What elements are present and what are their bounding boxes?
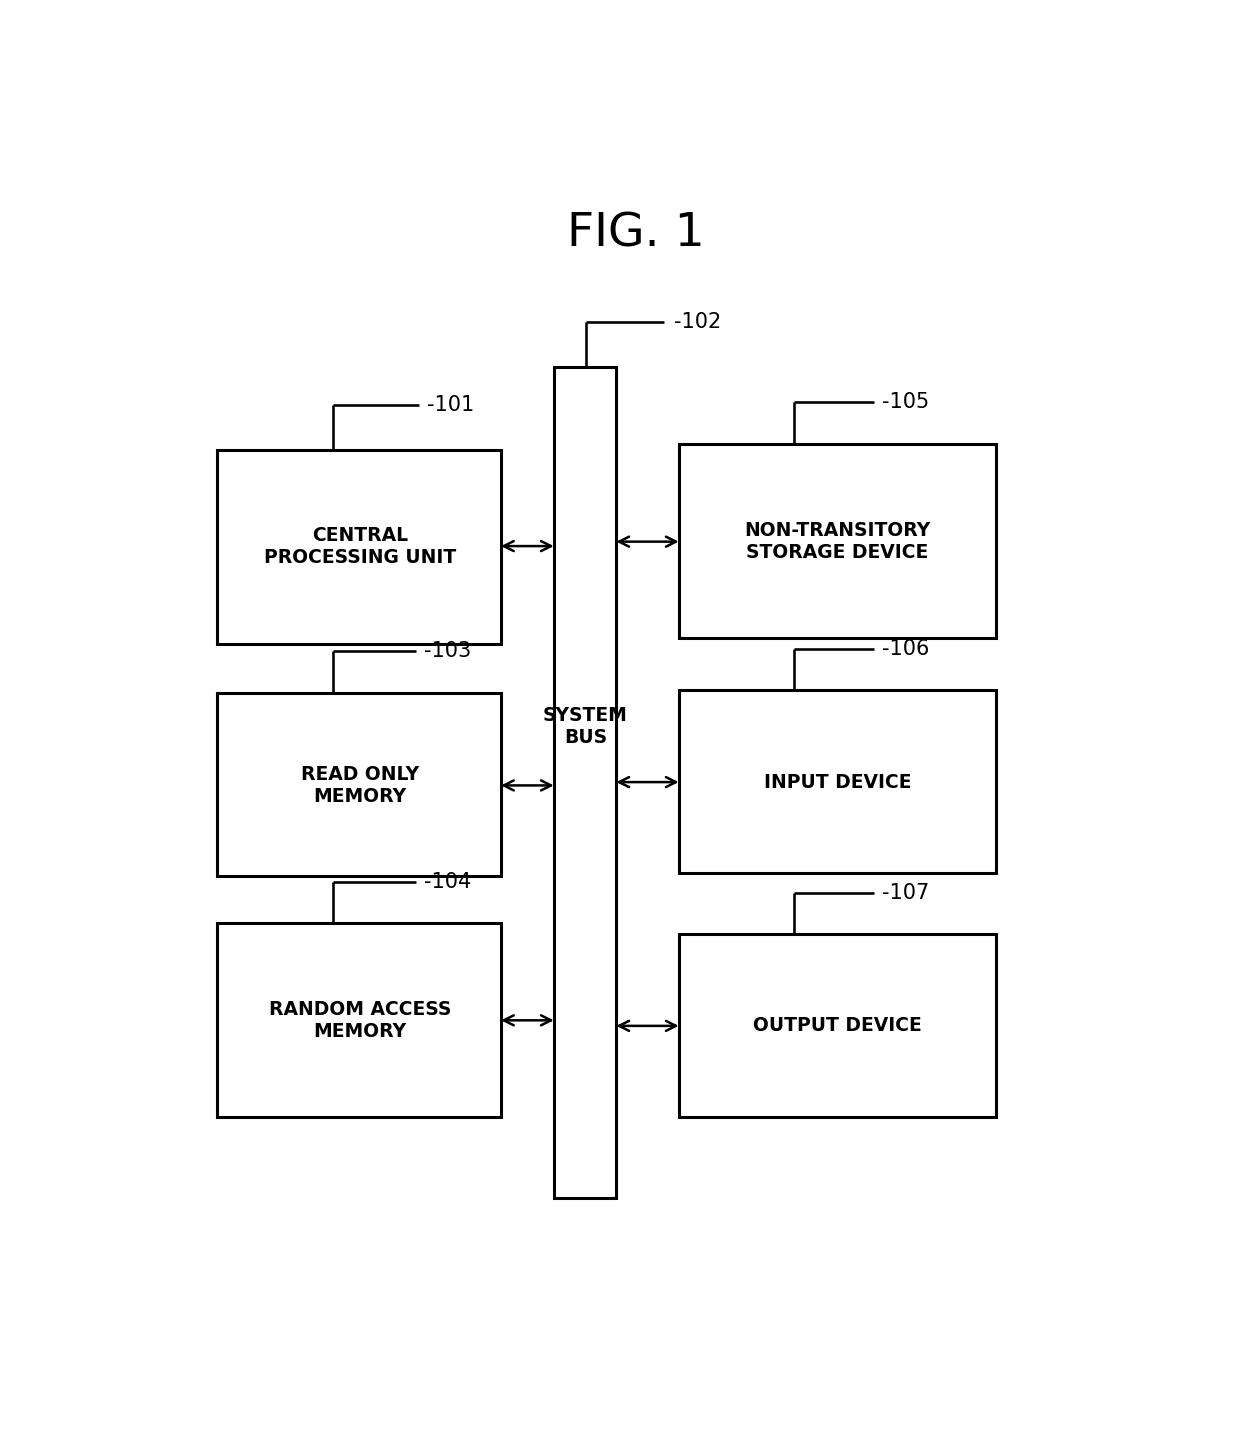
- Text: -104: -104: [424, 872, 471, 892]
- Text: FIG. 1: FIG. 1: [567, 212, 704, 256]
- Bar: [554, 367, 616, 1197]
- Text: RANDOM ACCESS
MEMORY: RANDOM ACCESS MEMORY: [269, 1000, 451, 1040]
- Text: READ ONLY
MEMORY: READ ONLY MEMORY: [300, 766, 419, 806]
- Text: NON-TRANSITORY
STORAGE DEVICE: NON-TRANSITORY STORAGE DEVICE: [744, 521, 930, 563]
- Text: -103: -103: [424, 642, 471, 662]
- Text: CENTRAL
PROCESSING UNIT: CENTRAL PROCESSING UNIT: [264, 525, 456, 567]
- Bar: [217, 922, 501, 1117]
- Bar: [217, 450, 501, 643]
- Bar: [678, 691, 996, 873]
- Text: -106: -106: [882, 639, 929, 659]
- Text: -101: -101: [427, 396, 474, 416]
- Text: -102: -102: [675, 312, 722, 332]
- Text: OUTPUT DEVICE: OUTPUT DEVICE: [753, 1016, 921, 1036]
- Bar: [678, 445, 996, 637]
- Text: SYSTEM
BUS: SYSTEM BUS: [543, 707, 627, 747]
- Bar: [217, 694, 501, 876]
- Text: -107: -107: [882, 884, 929, 902]
- Text: -105: -105: [882, 391, 929, 412]
- Bar: [678, 934, 996, 1117]
- Text: INPUT DEVICE: INPUT DEVICE: [764, 773, 911, 791]
